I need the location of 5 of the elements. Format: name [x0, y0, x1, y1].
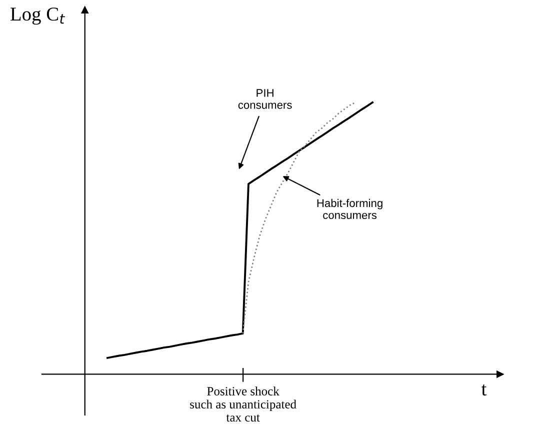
- text: t: [481, 384, 487, 396]
- annotation: Habit-forming consumers: [317, 198, 382, 220]
- text: Positive shock such as unanticipated tax cut: [190, 386, 296, 422]
- y-axis-title: Log C$_{t}$: [10, 8, 66, 25]
- annotation: PIH consumers: [238, 89, 292, 109]
